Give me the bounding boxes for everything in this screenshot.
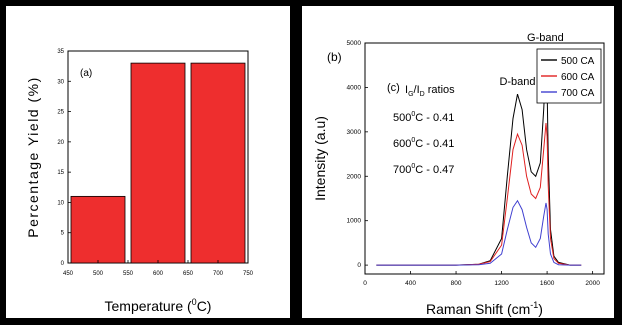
- x-tick-label: 650: [183, 271, 194, 277]
- annotation-g-band: G-band: [527, 32, 564, 44]
- series-line-500-ca: [376, 60, 582, 266]
- x-tick-label: 550: [123, 271, 134, 277]
- y-tick-label: 1000: [347, 218, 362, 225]
- x-tick-label: 1200: [494, 280, 509, 287]
- inset-label-c: (c): [387, 82, 400, 94]
- panel-a-bar-chart: (a) Percentage Yield (%) Temperature (0C…: [6, 6, 290, 318]
- bar-700: [190, 62, 246, 264]
- x-tick-label: 800: [451, 280, 462, 287]
- y-tick-label: 30: [57, 79, 64, 85]
- bar-500: [70, 195, 126, 264]
- y-axis-label: Percentage Yield (%): [25, 76, 41, 238]
- y-tick-label: 25: [57, 110, 64, 116]
- y-tick-label: 4000: [347, 84, 362, 91]
- series-line-600-ca: [376, 122, 582, 266]
- legend-label: 500 CA: [561, 56, 595, 67]
- x-tick-label: 2000: [585, 280, 600, 287]
- plot-area-frame: [364, 42, 605, 275]
- y-tick-label: 2000: [347, 173, 362, 180]
- x-axis-label: Temperature (0C): [105, 297, 212, 314]
- y-tick-label: 10: [57, 200, 64, 206]
- y-tick-label: 3000: [347, 129, 362, 136]
- panel-label-a: (a): [80, 68, 92, 79]
- bar-600: [130, 62, 186, 264]
- y-tick-label: 5: [61, 231, 65, 237]
- panel-label-b: (b): [327, 50, 342, 64]
- x-axis-label: Raman Shift (cm-1): [426, 300, 543, 317]
- x-tick-label: 0: [363, 280, 367, 287]
- ratio-row-500: 5000C - 0.41: [393, 111, 454, 124]
- x-tick-label: 1600: [540, 280, 555, 287]
- x-tick-label: 500: [93, 271, 104, 277]
- y-tick-label: 0: [357, 262, 361, 269]
- raman-chart-svg: (b) Intensity (a.u) Raman Shift (cm-1) (…: [312, 32, 605, 317]
- y-tick-label: 20: [57, 140, 64, 146]
- x-tick-label: 450: [63, 271, 74, 277]
- annotation-d-band: D-band: [499, 76, 535, 88]
- y-tick-label: 35: [57, 49, 64, 55]
- y-tick-label: 0: [61, 261, 65, 267]
- legend-label: 600 CA: [561, 72, 595, 83]
- y-axis-label: Intensity (a.u): [312, 116, 328, 201]
- panel-b-raman-chart: (b) Intensity (a.u) Raman Shift (cm-1) (…: [302, 6, 614, 318]
- ratios-title: IG/ID ratios: [405, 84, 455, 98]
- y-tick-label: 5000: [347, 40, 362, 47]
- series-line-700-ca: [376, 199, 582, 266]
- x-tick-label: 400: [405, 280, 416, 287]
- y-tick-label: 15: [57, 170, 64, 176]
- ratio-row-700: 7000C - 0.47: [393, 163, 454, 176]
- legend-label: 700 CA: [561, 88, 595, 99]
- x-tick-label: 700: [213, 271, 224, 277]
- bar-chart-svg: (a) Percentage Yield (%) Temperature (0C…: [25, 49, 254, 314]
- x-tick-label: 600: [153, 271, 164, 277]
- x-tick-label: 750: [243, 271, 254, 277]
- ratio-row-600: 6000C - 0.41: [393, 137, 454, 150]
